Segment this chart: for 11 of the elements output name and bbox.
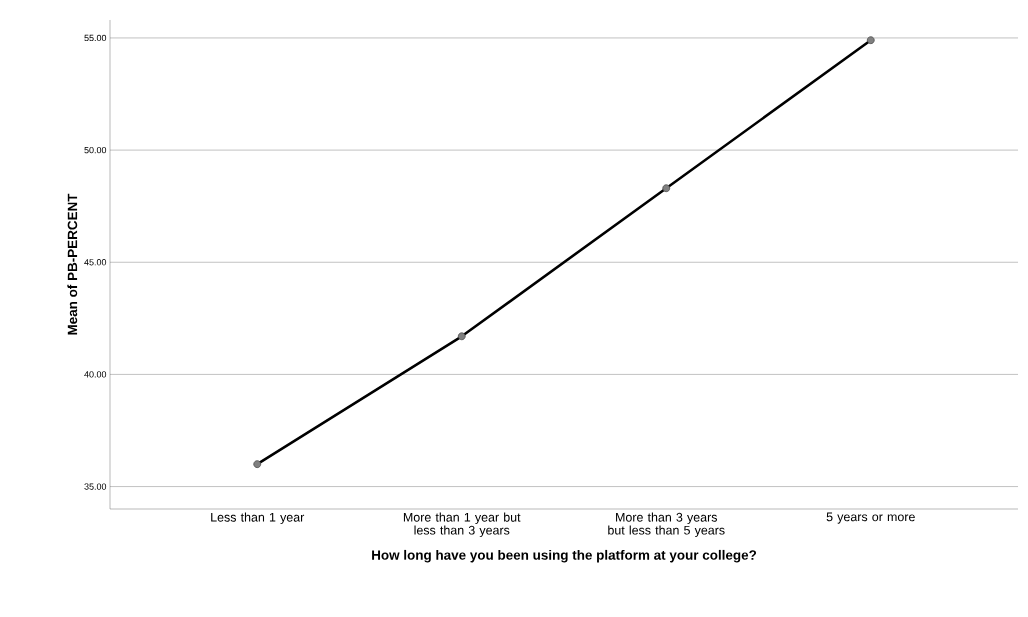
x-tick-label: More than 1 year but less than 3 years (403, 512, 521, 538)
x-tick-label: Less than 1 year (211, 512, 305, 525)
y-axis-title: Mean of PB-PERCENT (67, 193, 78, 335)
y-tick-label: 55.00 (84, 34, 107, 42)
y-tick-label: 40.00 (84, 371, 107, 378)
y-tick-label: 45.00 (84, 259, 107, 266)
x-tick-label: 5 years or more (826, 512, 915, 524)
y-tick-label: 35.00 (84, 483, 107, 490)
x-axis-title: How long have you been using the platform at your college? (372, 549, 757, 563)
y-tick-label: 50.00 (84, 146, 107, 154)
x-tick-label: More than 3 years but less than 5 years (608, 512, 725, 538)
